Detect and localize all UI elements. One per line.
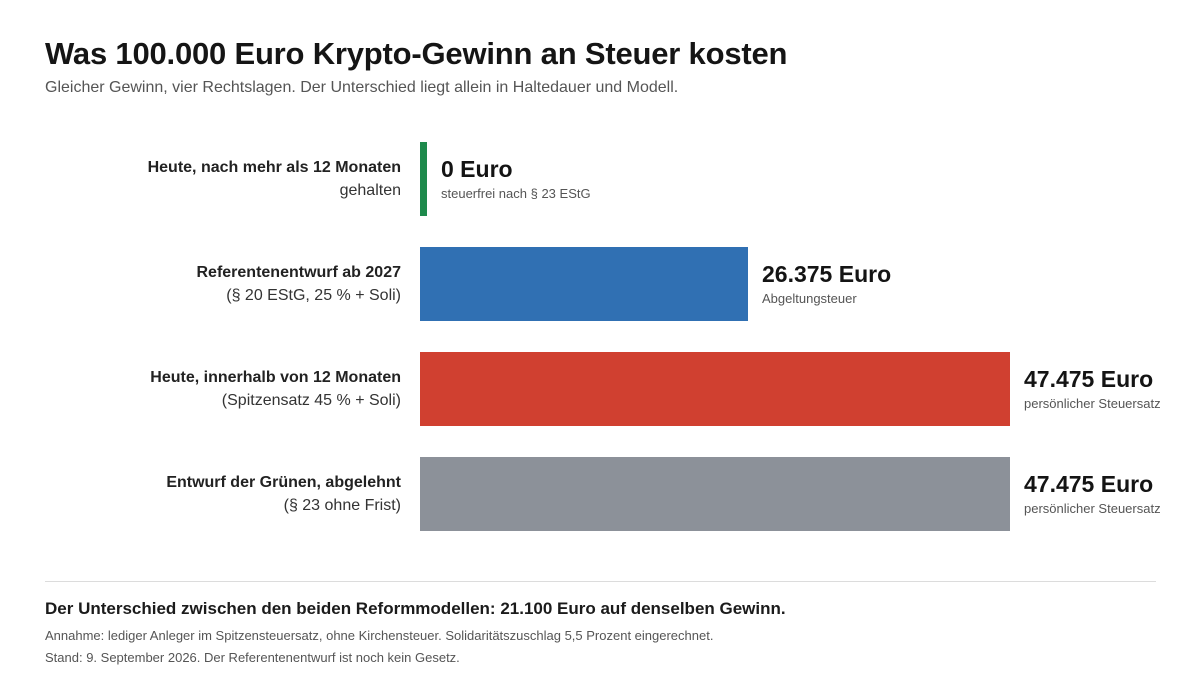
category-label: Heute, innerhalb von 12 Monaten (Spitzens… [21,352,401,426]
conclusion-text: Der Unterschied zwischen den beiden Refo… [45,599,786,618]
value-annotation: 26.375 Euro Abgeltungsteuer [762,247,891,321]
bar [420,142,427,216]
data-note: persönlicher Steuersatz [1024,396,1161,411]
chart-row: Entwurf der Grünen, abgelehnt (§ 23 ohne … [0,457,1200,531]
category-label-line1: Heute, innerhalb von 12 Monaten [150,369,401,386]
footnote-assumption: Annahme: lediger Anleger im Spitzensteue… [45,628,714,643]
value-annotation: 47.475 Euro persönlicher Steuersatz [1024,352,1161,426]
chart-row: Referentenentwurf ab 2027 (§ 20 EStG, 25 … [0,247,1200,321]
category-label-line2: (Spitzensatz 45 % + Soli) [221,392,401,409]
category-label: Referentenentwurf ab 2027 (§ 20 EStG, 25 … [21,247,401,321]
value-annotation: 47.475 Euro persönlicher Steuersatz [1024,457,1161,531]
value-annotation: 0 Euro steuerfrei nach § 23 EStG [441,142,591,216]
category-label-line1: Entwurf der Grünen, abgelehnt [166,474,401,491]
category-label-line1: Heute, nach mehr als 12 Monaten [147,159,401,176]
chart-title: Was 100.000 Euro Krypto-Gewinn an Steuer… [45,36,788,71]
data-label: 47.475 Euro [1024,471,1154,497]
data-label: 26.375 Euro [762,261,892,287]
data-label: 47.475 Euro [1024,366,1154,392]
category-label: Heute, nach mehr als 12 Monaten gehalten [21,142,401,216]
category-label: Entwurf der Grünen, abgelehnt (§ 23 ohne … [21,457,401,531]
chart-subtitle: Gleicher Gewinn, vier Rechtslagen. Der U… [45,79,679,96]
data-label: 0 Euro [441,156,513,182]
data-note: persönlicher Steuersatz [1024,501,1161,516]
bar [420,352,1010,426]
footnote-date: Stand: 9. September 2026. Der Referenten… [45,650,460,665]
bar [420,247,748,321]
category-label-line2: (§ 23 ohne Frist) [283,497,401,514]
data-note: Abgeltungsteuer [762,291,857,306]
chart-row: Heute, nach mehr als 12 Monaten gehalten 0… [0,142,1200,216]
category-label-line2: (§ 20 EStG, 25 % + Soli) [226,287,401,304]
category-label-line1: Referentenentwurf ab 2027 [196,264,401,281]
bar [420,457,1010,531]
chart-row: Heute, innerhalb von 12 Monaten (Spitzens… [0,352,1200,426]
data-note: steuerfrei nach § 23 EStG [441,186,591,201]
footer-divider [45,581,1156,582]
category-label-line2: gehalten [339,182,401,199]
